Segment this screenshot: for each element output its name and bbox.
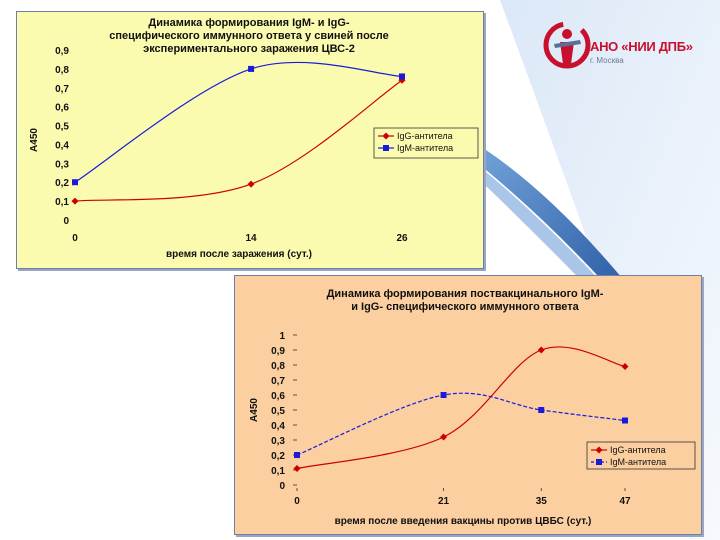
- x-tick-label: 0: [72, 233, 78, 244]
- data-point-igg: [440, 433, 448, 441]
- data-point-igg: [621, 363, 629, 370]
- y-tick-label: 0,4: [271, 421, 285, 432]
- chart-infection: Динамика формирования IgM- и IgG-специфи…: [29, 17, 479, 260]
- chart-infection-panel: Динамика формирования IgM- и IgG-специфи…: [16, 11, 484, 269]
- y-axis-label: A450: [29, 128, 40, 152]
- series-line-igm: [74, 61, 403, 183]
- data-point-igm: [399, 73, 405, 80]
- legend-label: IgM-антитела: [397, 143, 453, 153]
- y-tick-label: 0,2: [55, 178, 69, 189]
- x-tick-label: 47: [619, 496, 631, 507]
- data-point-igm: [248, 65, 255, 72]
- y-tick-label: 0,9: [271, 346, 285, 357]
- y-tick-label: 0,3: [271, 436, 285, 447]
- y-tick-label: 0,2: [271, 451, 285, 462]
- logo-ring-icon: [543, 21, 591, 69]
- logo-figure-icon: [560, 42, 574, 64]
- x-tick-label: 35: [536, 496, 548, 507]
- legend-label: IgG-антитела: [610, 445, 666, 455]
- y-axis-label: A450: [249, 398, 260, 422]
- y-tick-label: 0,4: [55, 140, 69, 151]
- y-tick-label: 0,6: [271, 391, 285, 402]
- legend-marker: [382, 132, 390, 140]
- y-tick-label: 0: [279, 481, 285, 492]
- x-axis-label: время после заражения (сут.): [166, 249, 312, 260]
- data-point-igg: [293, 465, 301, 472]
- y-tick-label: 0,1: [55, 197, 69, 208]
- legend-box: [373, 127, 479, 159]
- y-tick-label: 0,8: [55, 65, 69, 76]
- data-point-igm: [440, 392, 447, 398]
- y-tick-label: 0: [63, 216, 69, 227]
- legend-marker: [596, 459, 602, 465]
- y-tick-label: 0,3: [55, 159, 69, 170]
- legend-box: [586, 441, 696, 470]
- chart-title-line: специфического иммунного ответа у свиней…: [109, 30, 388, 42]
- y-tick-label: 0,7: [271, 376, 285, 387]
- data-point-igm: [538, 407, 545, 413]
- legend-label: IgM-антитела: [610, 457, 666, 467]
- data-point-igm: [294, 452, 300, 458]
- logo-arm-icon: [554, 40, 581, 48]
- data-point-igm: [72, 179, 78, 186]
- y-tick-label: 1: [279, 331, 285, 342]
- y-tick-label: 0,7: [55, 84, 69, 95]
- chart-vaccination-panel: Динамика формирования поствакцинального …: [234, 275, 702, 535]
- logo-city: г. Москва: [590, 56, 624, 65]
- data-point-igg: [247, 180, 255, 188]
- y-tick-label: 0,5: [55, 122, 69, 133]
- data-point-igm: [622, 417, 628, 424]
- logo-name: АНО «НИИ ДПБ»: [590, 39, 693, 54]
- y-tick-label: 0,1: [271, 466, 285, 477]
- legend-label: IgG-антитела: [397, 131, 453, 141]
- data-point-igg: [537, 346, 545, 354]
- series-line-igg: [296, 346, 626, 470]
- x-tick-label: 14: [246, 233, 258, 244]
- x-tick-label: 26: [396, 233, 408, 244]
- background-ribbon: [486, 150, 646, 330]
- y-tick-label: 0,6: [55, 103, 69, 114]
- y-tick-label: 0,9: [55, 46, 69, 57]
- y-tick-label: 0,8: [271, 361, 285, 372]
- chart-title-line: Динамика формирования поствакцинального …: [327, 288, 604, 300]
- x-axis-label: время после введения вакцины против ЦВБС…: [335, 516, 592, 527]
- logo-head-icon: [562, 29, 572, 39]
- chart-vaccination: Динамика формирования поствакцинального …: [249, 288, 696, 527]
- y-tick-label: 0,5: [271, 406, 285, 417]
- chart-title-line: и IgG- специфического иммунного ответа: [351, 301, 579, 313]
- chart-title-line: Динамика формирования IgM- и IgG-: [148, 17, 349, 29]
- series-line-igg: [74, 79, 403, 202]
- x-tick-label: 0: [294, 496, 300, 507]
- series-line-igm: [296, 392, 626, 456]
- data-point-igg: [71, 197, 79, 205]
- legend-marker: [383, 145, 389, 151]
- chart-title-line: экспериментального заражения ЦВС-2: [143, 43, 355, 55]
- logo: [543, 21, 591, 69]
- legend-marker: [595, 446, 603, 454]
- x-tick-label: 21: [438, 496, 450, 507]
